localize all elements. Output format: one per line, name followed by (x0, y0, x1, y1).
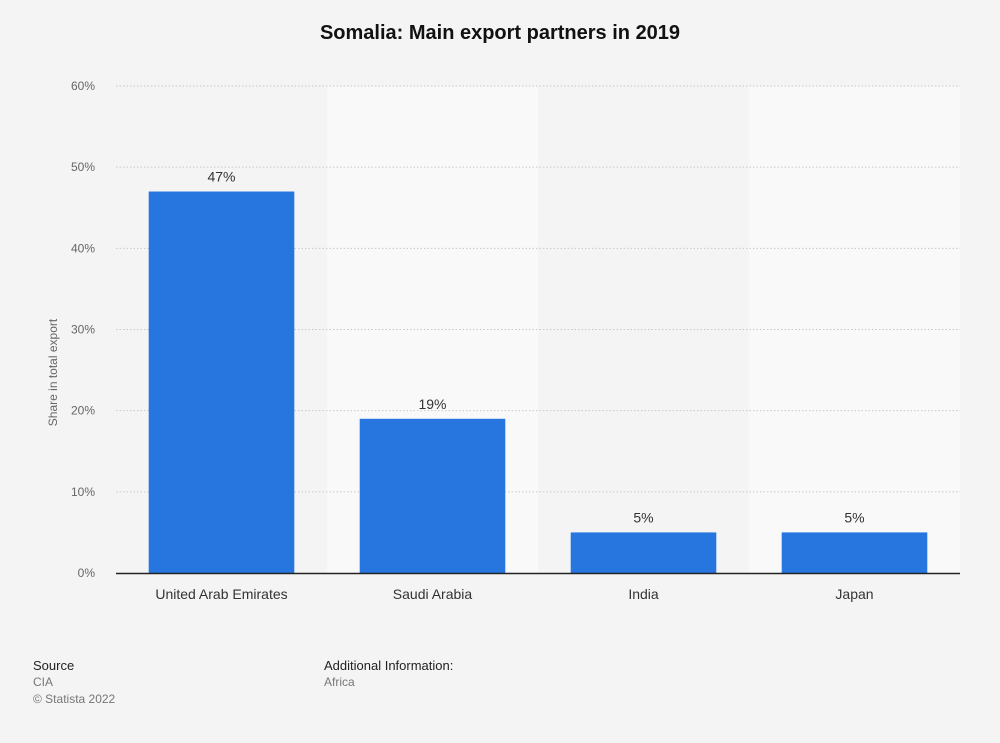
bar-chart: 0% 10% 20% 30% 40% 50% 60% 47% 19% 5% 5% United A… (46, 79, 960, 602)
bar[interactable] (148, 191, 295, 573)
copyright-text: © Statista 2022 (33, 692, 116, 706)
x-tick-label: United Arab Emirates (155, 586, 287, 602)
bar[interactable] (781, 532, 928, 573)
y-tick-label: 40% (71, 241, 95, 255)
x-axis-ticks: United Arab Emirates Saudi Arabia India Jap… (155, 586, 873, 602)
additional-info-section: Additional Information: Africa (324, 657, 453, 691)
source-section: Source CIA © Statista 2022 (33, 657, 115, 708)
y-tick-label: 0% (78, 566, 96, 580)
y-axis-label: Share in total export (46, 318, 60, 426)
data-label: 5% (633, 509, 653, 525)
additional-info-text: Africa (324, 675, 355, 689)
y-axis-ticks: 0% 10% 20% 30% 40% 50% 60% (71, 79, 95, 580)
data-label: 19% (418, 396, 446, 412)
data-label: 5% (844, 509, 864, 525)
value-labels: 47% 19% 5% 5% (207, 169, 864, 526)
data-label: 47% (207, 169, 235, 185)
bars (148, 191, 928, 573)
x-tick-label: India (628, 586, 659, 602)
y-tick-label: 20% (71, 404, 95, 418)
x-tick-label: Saudi Arabia (393, 586, 473, 602)
source-name: CIA (33, 675, 54, 689)
source-heading: Source (33, 658, 75, 673)
y-tick-label: 50% (71, 160, 95, 174)
y-tick-label: 60% (71, 79, 95, 93)
additional-info-heading: Additional Information: (324, 658, 454, 673)
bar[interactable] (359, 418, 506, 573)
chart-title: Somalia: Main export partners in 2019 (319, 22, 681, 44)
bar[interactable] (570, 532, 717, 573)
x-tick-label: Japan (835, 586, 873, 602)
y-tick-label: 10% (71, 485, 95, 499)
y-tick-label: 30% (71, 323, 95, 337)
